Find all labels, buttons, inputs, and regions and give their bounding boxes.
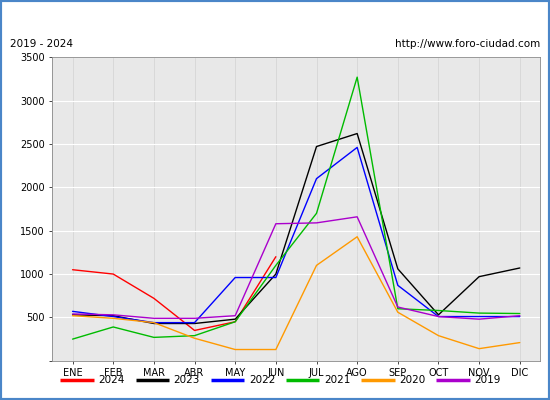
Text: http://www.foro-ciudad.com: http://www.foro-ciudad.com: [395, 39, 540, 49]
Text: 2021: 2021: [324, 375, 350, 385]
Text: Evolucion Nº Turistas Nacionales en el municipio de Santa Marina del Rey: Evolucion Nº Turistas Nacionales en el m…: [58, 12, 492, 25]
Text: 2019 - 2024: 2019 - 2024: [10, 39, 73, 49]
Text: 2023: 2023: [174, 375, 200, 385]
Text: 2020: 2020: [399, 375, 426, 385]
Text: 2019: 2019: [475, 375, 501, 385]
Text: 2024: 2024: [98, 375, 125, 385]
Text: 2022: 2022: [249, 375, 275, 385]
